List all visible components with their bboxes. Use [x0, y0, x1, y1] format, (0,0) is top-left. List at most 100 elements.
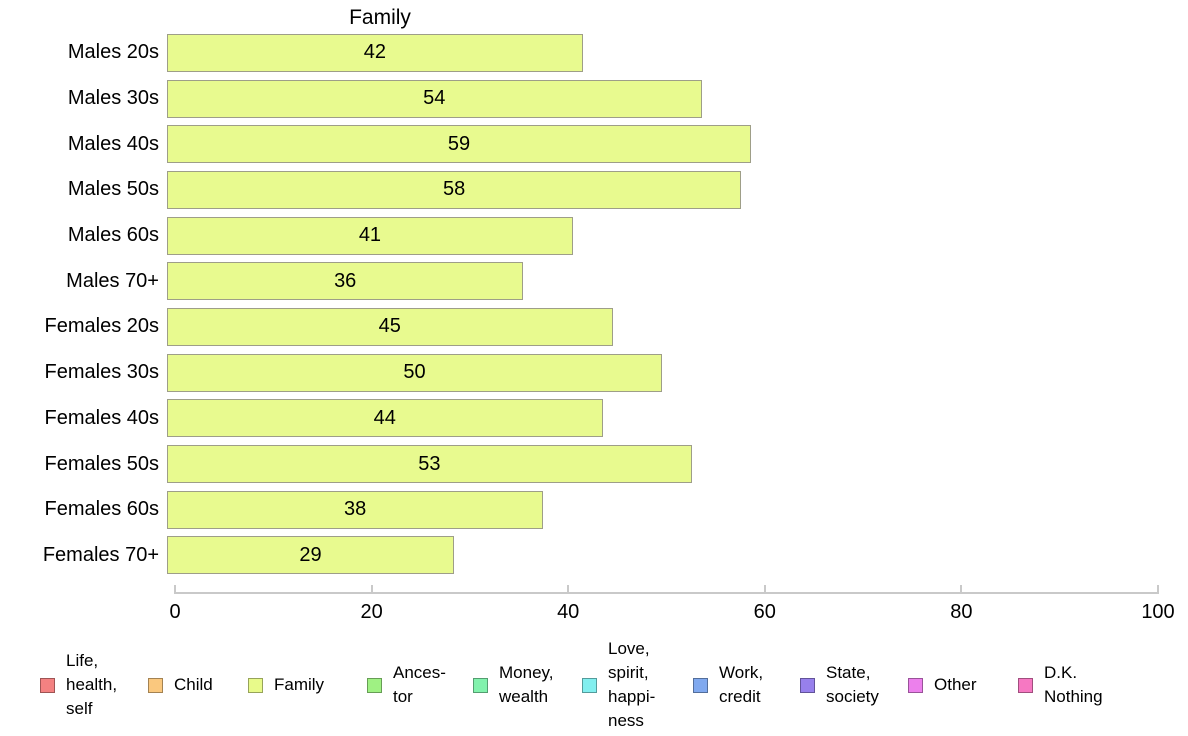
bar-value-label: 44 [373, 406, 396, 429]
bar-females-30s: 50 [167, 353, 662, 392]
legend-item-love-spirit-happiness: Love, spirit, happi- ness [582, 638, 655, 732]
bar-track: 45 [167, 307, 1157, 346]
legend-label: State, society [826, 663, 879, 706]
bar-value-label: 59 [447, 132, 471, 155]
category-label: Males 30s [67, 87, 159, 110]
bar-row: Females 50s 53 [0, 441, 1157, 487]
x-tick-label: 0 [169, 601, 181, 623]
category-label: Males 40s [67, 132, 159, 155]
bar-value-label: 45 [378, 315, 401, 338]
legend-swatch-love-spirit-happiness [582, 677, 597, 693]
legend-swatch-ancestor [367, 677, 382, 693]
legend-swatch-other [908, 677, 923, 693]
x-tick-label: 60 [753, 601, 776, 623]
bar-females-60s: 38 [167, 490, 544, 529]
bar-males-40s: 59 [167, 125, 752, 164]
category-label: Females 60s [44, 498, 160, 521]
category-label: Males 70+ [66, 269, 159, 292]
bar-females-40s: 44 [167, 399, 603, 438]
bar-track: 58 [167, 170, 1157, 209]
bar-males-20s: 42 [167, 33, 583, 72]
legend-swatch-state-society [800, 677, 815, 693]
bar-track: 44 [167, 399, 1157, 438]
bar-value-label: 53 [418, 452, 441, 475]
bar-value-label: 58 [442, 178, 466, 201]
legend-label: Money, wealth [499, 663, 554, 706]
bar-track: 36 [167, 262, 1157, 301]
category-label: Females 70+ [42, 543, 159, 566]
legend-label: D.K. Nothing [1044, 663, 1103, 706]
legend-item-life-health-self: Life, health, self [40, 638, 117, 732]
bar-females-70plus: 29 [167, 536, 455, 575]
bar-track: 50 [167, 353, 1157, 392]
category-label: Females 20s [44, 315, 160, 338]
x-axis-tick [567, 585, 570, 594]
x-axis-tick [763, 585, 766, 594]
legend-swatch-dk-nothing [1018, 677, 1033, 693]
legend-swatch-life-health-self [40, 677, 55, 693]
bar-row: Females 20s 45 [0, 304, 1157, 350]
category-label: Females 50s [44, 452, 160, 475]
bar-value-label: 36 [334, 269, 357, 292]
bar-value-label: 42 [363, 41, 387, 64]
bar-value-label: 38 [343, 498, 367, 521]
bar-row: Males 20s 42 [0, 30, 1157, 76]
legend-item-state-society: State, society [800, 638, 879, 732]
bar-value-label: 41 [358, 224, 382, 247]
x-tick-label: 100 [1141, 601, 1175, 623]
bar-males-30s: 54 [167, 79, 702, 118]
legend-item-ancestor: Ances- tor [367, 638, 446, 732]
bar-row: Males 70+ 36 [0, 258, 1157, 304]
legend-item-money-wealth: Money, wealth [473, 638, 554, 732]
x-axis: 0 20 40 60 80 100 [169, 585, 1175, 623]
legend-label: Other [934, 675, 977, 694]
bar-value-label: 50 [403, 361, 426, 384]
legend-swatch-child [148, 677, 163, 693]
bar-males-60s: 41 [167, 216, 573, 255]
bar-row: Males 30s 54 [0, 76, 1157, 122]
x-axis-tick [174, 585, 176, 594]
bar-track: 54 [167, 79, 1157, 118]
x-axis-tick [1157, 585, 1159, 594]
legend-swatch-money-wealth [473, 677, 488, 693]
bar-row: Males 60s 41 [0, 213, 1157, 259]
legend-item-family: Family [248, 638, 324, 732]
legend-label: Family [274, 675, 325, 694]
category-label: Females 40s [44, 406, 160, 429]
bar-males-50s: 58 [167, 170, 742, 209]
bar-row: Males 50s 58 [0, 167, 1157, 213]
category-label: Males 50s [67, 178, 159, 201]
bar-track: 42 [167, 33, 1157, 72]
bar-track: 29 [167, 536, 1157, 575]
x-tick-label: 40 [557, 601, 580, 623]
bar-value-label: 54 [423, 87, 446, 110]
legend-item-work-credit: Work, credit [693, 638, 763, 732]
bar-track: 53 [167, 445, 1157, 484]
legend-swatch-family [248, 677, 263, 693]
legend-swatch-work-credit [693, 677, 708, 693]
legend-item-other: Other [908, 638, 977, 732]
bar-track: 59 [167, 125, 1157, 164]
bar-row: Females 60s 38 [0, 487, 1157, 533]
legend-item-child: Child [148, 638, 213, 732]
x-tick-label: 20 [360, 601, 383, 623]
legend-label: Child [174, 675, 213, 694]
chart-title: Family [349, 6, 411, 29]
bar-track: 41 [167, 216, 1157, 255]
x-axis-tick [370, 585, 373, 594]
bar-row: Females 40s 44 [0, 396, 1157, 442]
bar-row: Females 30s 50 [0, 350, 1157, 396]
bar-value-label: 29 [299, 543, 322, 566]
legend-item-dk-nothing: D.K. Nothing [1018, 638, 1103, 732]
plot-area: Males 20s 42 Males 30s 54 Males 40s 59 [0, 30, 1157, 578]
legend: Life, health, self Child Family Ances- t… [0, 638, 1188, 732]
category-label: Females 30s [44, 361, 160, 384]
x-tick-label: 80 [950, 601, 973, 623]
legend-label: Ances- tor [393, 663, 446, 706]
bar-females-20s: 45 [167, 307, 613, 346]
x-axis-tick [960, 585, 963, 594]
legend-label: Life, health, self [66, 651, 118, 718]
bar-males-70plus: 36 [167, 262, 524, 301]
bar-row: Males 40s 59 [0, 121, 1157, 167]
